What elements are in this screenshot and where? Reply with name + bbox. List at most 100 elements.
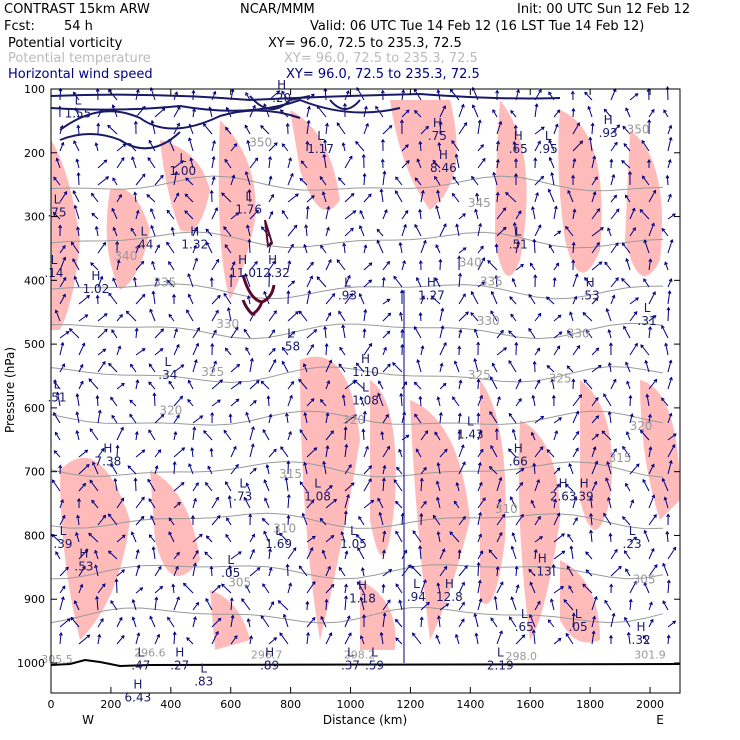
wind-arrowhead: [509, 616, 513, 621]
wind-vector: [268, 142, 278, 152]
wind-vector: [610, 379, 617, 390]
wind-vector: [591, 446, 596, 458]
wind-arrowhead: [102, 241, 107, 246]
wind-arrowhead: [131, 616, 136, 621]
wind-arrowhead: [94, 549, 98, 554]
wind-vector: [377, 393, 384, 407]
wind-arrowhead: [132, 276, 137, 281]
wind-vector: [148, 429, 156, 441]
wind-vector: [603, 393, 612, 407]
wind-arrowhead: [479, 550, 484, 555]
wind-vector: [496, 159, 499, 169]
wind-arrowhead: [244, 170, 249, 175]
wind-vector: [553, 314, 562, 322]
wind-arrowhead: [186, 637, 190, 641]
wind-arrowhead: [597, 364, 602, 369]
wind-vector: [230, 551, 242, 560]
wind-vector: [303, 244, 308, 254]
pv-extremum-kind: H: [559, 476, 568, 490]
wind-arrowhead: [175, 565, 179, 570]
wind-vector: [667, 239, 673, 254]
wind-arrowhead: [233, 635, 238, 639]
wind-arrowhead: [663, 109, 667, 114]
wind-vector: [344, 482, 355, 492]
wind-arrowhead: [213, 329, 217, 334]
wind-arrowhead: [454, 633, 459, 638]
wind-vector: [629, 311, 638, 322]
wind-vector: [401, 224, 407, 237]
wind-vector: [458, 413, 461, 424]
wind-arrowhead: [264, 497, 268, 502]
wind-vector: [280, 446, 289, 458]
wind-vector: [420, 190, 424, 203]
wind-arrowhead: [621, 278, 625, 282]
wind-arrowhead: [221, 583, 225, 588]
wind-vector: [188, 380, 194, 390]
wind-arrowhead: [441, 548, 446, 553]
wind-vector: [287, 547, 297, 560]
wind-arrowhead: [368, 478, 372, 483]
wind-vector: [622, 446, 631, 458]
wind-vector: [263, 531, 270, 543]
wind-arrowhead: [245, 91, 249, 96]
wind-arrowhead: [556, 345, 561, 350]
wind-speed-max-11: [150, 470, 200, 576]
wind-vector: [449, 531, 460, 543]
wind-arrowhead: [476, 412, 481, 417]
wind-arrowhead: [436, 582, 441, 587]
wind-vector: [550, 599, 555, 611]
wind-arrowhead: [455, 223, 460, 228]
wind-vector: [306, 601, 308, 611]
wind-arrowhead: [387, 363, 391, 368]
pv-extremum-value: 1.76: [235, 202, 262, 216]
wind-vector: [191, 447, 194, 458]
wind-arrowhead: [574, 273, 579, 278]
wind-vector: [168, 531, 175, 543]
wind-vector: [148, 363, 156, 373]
wind-vector: [415, 448, 422, 458]
wind-arrowhead: [471, 175, 475, 180]
wind-vector: [185, 177, 194, 186]
theta-label: 350: [627, 123, 650, 137]
wind-arrowhead: [97, 409, 102, 414]
wind-vector: [534, 536, 543, 543]
wind-vector: [325, 445, 329, 458]
wind-arrowhead: [363, 308, 368, 313]
wind-arrowhead: [95, 394, 100, 399]
pv-2pvu-contour-upper: [264, 219, 274, 248]
wind-vector: [490, 445, 498, 458]
wind-vector: [624, 550, 631, 560]
pv-extremum-value: 1.32: [181, 237, 208, 251]
wind-arrowhead: [76, 124, 81, 129]
wind-vector: [532, 206, 536, 220]
wind-vector: [77, 172, 80, 186]
wind-arrowhead: [116, 259, 121, 264]
wind-vector: [458, 273, 461, 288]
wind-vector: [496, 207, 506, 220]
wind-arrowhead: [662, 562, 666, 567]
wind-vector: [135, 449, 145, 458]
wind-vector: [59, 294, 66, 305]
wind-arrowhead: [564, 483, 569, 488]
wind-vector: [439, 383, 447, 390]
wind-vector: [621, 278, 631, 288]
wind-arrowhead: [635, 463, 640, 468]
pv-extremum-value: .95: [539, 142, 558, 156]
wind-vector: [168, 261, 175, 271]
wind-vector: [477, 430, 482, 441]
wind-vector: [553, 513, 560, 526]
wind-vector: [344, 444, 348, 458]
wind-vector: [150, 87, 156, 101]
wind-arrowhead: [477, 461, 482, 466]
wind-arrowhead: [411, 632, 416, 637]
wind-arrowhead: [418, 545, 423, 550]
pv-extremum-value: .37: [341, 658, 360, 672]
wind-vector: [78, 343, 85, 356]
wind-vector: [192, 534, 203, 543]
wind-vector: [268, 414, 272, 424]
wind-vector: [154, 107, 166, 118]
wind-vector: [77, 515, 80, 526]
wind-arrowhead: [180, 481, 185, 486]
wind-arrowhead: [282, 613, 287, 618]
wind-vector: [667, 547, 677, 560]
